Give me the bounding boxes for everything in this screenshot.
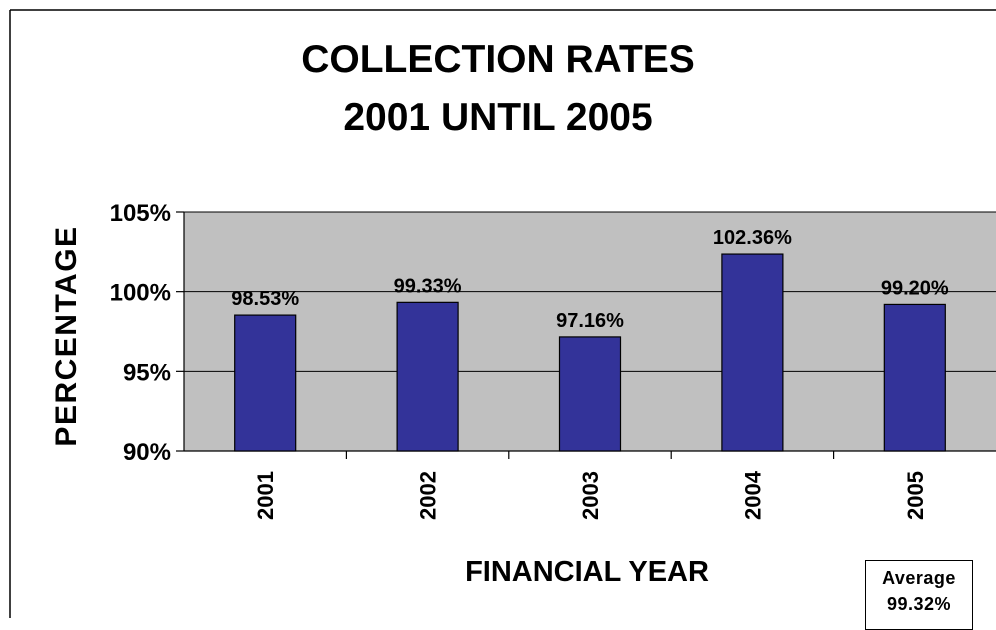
x-tick-label: 2002 (416, 471, 441, 520)
y-tick-label: 105% (110, 200, 171, 227)
y-tick-label: 90% (123, 439, 171, 466)
bar (558, 336, 622, 452)
x-tick-label: 2004 (740, 470, 765, 520)
bar (396, 301, 459, 452)
average-label: Average (882, 568, 956, 588)
x-tick-label: 2001 (253, 471, 278, 520)
y-tick-label: 95% (123, 359, 171, 386)
data-label: 99.20% (881, 277, 949, 299)
bar (234, 314, 297, 452)
data-label: 98.53% (231, 288, 299, 310)
bar (721, 253, 784, 452)
average-box: Average 99.32% (865, 560, 973, 630)
bar (883, 303, 946, 452)
y-axis-label: PERCENTAGE (50, 225, 83, 446)
chart-title-line-2: 2001 UNTIL 2005 (343, 96, 653, 139)
data-label: 97.16% (556, 310, 624, 332)
data-label: 99.33% (394, 275, 462, 297)
x-tick-label: 2005 (903, 471, 928, 520)
x-axis-label: FINANCIAL YEAR (465, 556, 709, 588)
average-value: 99.32% (886, 594, 952, 614)
data-label: 102.36% (713, 227, 792, 249)
x-tick-label: 2003 (578, 471, 603, 520)
y-tick-label: 100% (110, 280, 171, 307)
chart-title-line-1: COLLECTION RATES (301, 38, 695, 81)
